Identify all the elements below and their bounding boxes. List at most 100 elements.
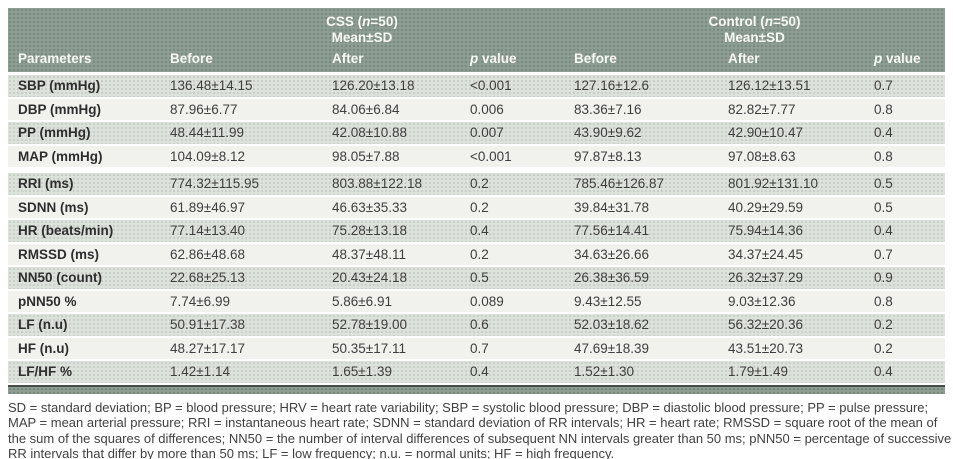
parameter-cell: LF/HF % — [18, 364, 72, 380]
value-cell: 98.05±7.88 — [332, 148, 400, 164]
table-row: PP (mmHg) 48.44±11.99 42.08±10.88 0.007 43.9… — [8, 122, 945, 144]
value-cell: 803.88±122.18 — [332, 176, 422, 192]
value-cell: 75.28±13.18 — [332, 223, 407, 239]
value-cell: 47.69±18.39 — [574, 340, 649, 356]
value-cell: 48.37±48.11 — [332, 246, 406, 262]
parameter-cell: PP (mmHg) — [18, 125, 91, 141]
footnote-line: RR intervals that differ by more than 50… — [8, 446, 615, 459]
value-cell: 26.32±37.29 — [728, 270, 803, 286]
value-cell: 97.08±8.63 — [728, 148, 796, 164]
table-header: CSS (n=50) Mean±SD Control (n=50) Mean±S… — [8, 8, 945, 72]
table-row: RRI (ms) 774.32±115.95 803.88±122.18 0.2 785… — [8, 173, 945, 195]
table-footnote: SD = standard deviation; BP = blood pres… — [8, 399, 952, 459]
value-cell: 0.007 — [470, 125, 504, 141]
value-cell: 0.5 — [874, 176, 893, 192]
value-cell: 0.2 — [470, 246, 489, 262]
parameter-cell: SDNN (ms) — [18, 199, 89, 215]
table-row: LF (n.u) 50.91±17.38 52.78±19.00 0.6 52.03±1… — [8, 314, 945, 336]
group-title-css: CSS (n=50) — [326, 14, 398, 29]
value-cell: 1.79±1.49 — [728, 364, 788, 380]
value-cell: 0.7 — [874, 78, 893, 94]
col-header-pvalue-css: p value — [470, 51, 517, 66]
value-cell: 52.78±19.00 — [332, 317, 407, 333]
value-cell: 0.006 — [470, 101, 504, 117]
col-header-pvalue-control: p value — [874, 51, 921, 66]
value-cell: 126.12±13.51 — [728, 78, 811, 94]
value-cell: 0.4 — [874, 223, 893, 239]
table-bottom-rule-dark — [8, 384, 945, 387]
footnote-line: SD = standard deviation; BP = blood pres… — [8, 399, 929, 415]
value-cell: 0.4 — [470, 223, 489, 239]
col-header-after-control: After — [728, 51, 760, 66]
value-cell: 34.37±24.45 — [728, 246, 803, 262]
group-subtitle-css: Mean±SD — [331, 30, 393, 45]
parameter-cell: HF (n.u) — [18, 340, 69, 356]
group-title-control: Control (n=50) — [708, 14, 801, 29]
value-cell: 97.87±8.13 — [574, 148, 642, 164]
value-cell: 0.4 — [874, 364, 893, 380]
value-cell: 82.82±7.77 — [728, 101, 796, 117]
table-row: HR (beats/min) 77.14±13.40 75.28±13.18 0.4 7… — [8, 220, 945, 242]
value-cell: 43.90±9.62 — [574, 125, 642, 141]
value-cell: 0.8 — [874, 293, 893, 309]
group-header-css: CSS (n=50) Mean±SD — [160, 14, 564, 46]
table-row: pNN50 % 7.74±6.99 5.86±6.91 0.089 9.43±12.55… — [8, 290, 945, 312]
footnote-line: MAP = mean arterial pressure; RRI = inst… — [8, 415, 938, 430]
value-cell: 0.7 — [470, 340, 489, 356]
col-header-parameters: Parameters — [18, 51, 92, 66]
table-row: SDNN (ms) 61.89±46.97 46.63±35.33 0.2 39.84±… — [8, 196, 945, 218]
parameter-cell: SBP (mmHg) — [18, 78, 101, 94]
value-cell: 7.74±6.99 — [170, 293, 230, 309]
col-header-after-css: After — [332, 51, 364, 66]
value-cell: 0.089 — [470, 293, 504, 309]
value-cell: 87.96±6.77 — [170, 101, 238, 117]
table-bottom-rule-green — [8, 386, 945, 394]
value-cell: 84.06±6.84 — [332, 101, 400, 117]
value-cell: 52.03±18.62 — [574, 317, 649, 333]
value-cell: 0.4 — [874, 125, 893, 141]
value-cell: <0.001 — [470, 148, 512, 164]
table-row: NN50 (count) 22.68±25.13 20.43±24.18 0.5 26.… — [8, 267, 945, 289]
value-cell: 0.8 — [874, 148, 893, 164]
value-cell: 126.20±13.18 — [332, 78, 415, 94]
value-cell: 0.9 — [874, 270, 893, 286]
value-cell: <0.001 — [470, 78, 512, 94]
results-table: CSS (n=50) Mean±SD Control (n=50) Mean±S… — [8, 8, 952, 459]
value-cell: 40.29±29.59 — [728, 199, 803, 215]
table-row: SBP (mmHg) 136.48±14.15 126.20±13.18 <0.001… — [8, 75, 945, 97]
group-separator — [8, 169, 945, 173]
value-cell: 62.86±48.68 — [170, 246, 245, 262]
parameter-cell: DBP (mmHg) — [18, 101, 102, 117]
value-cell: 9.03±12.36 — [728, 293, 796, 309]
table-row: LF/HF % 1.42±1.14 1.65±1.39 0.4 1.52±1.30 1.7… — [8, 361, 945, 383]
value-cell: 61.89±46.97 — [170, 199, 245, 215]
value-cell: 0.5 — [470, 270, 489, 286]
value-cell: 56.32±20.36 — [728, 317, 803, 333]
value-cell: 43.51±20.73 — [728, 340, 803, 356]
value-cell: 77.56±14.41 — [574, 223, 649, 239]
parameter-cell: HR (beats/min) — [18, 223, 114, 239]
value-cell: 77.14±13.40 — [170, 223, 245, 239]
value-cell: 5.86±6.91 — [332, 293, 392, 309]
parameter-cell: MAP (mmHg) — [18, 148, 103, 164]
value-cell: 83.36±7.16 — [574, 101, 642, 117]
table-body: SBP (mmHg) 136.48±14.15 126.20±13.18 <0.001… — [8, 75, 945, 383]
value-cell: 0.2 — [470, 176, 489, 192]
group-subtitle-control: Mean±SD — [724, 30, 785, 45]
value-cell: 75.94±14.36 — [728, 223, 803, 239]
value-cell: 26.38±36.59 — [574, 270, 649, 286]
value-cell: 0.4 — [470, 364, 489, 380]
value-cell: 46.63±35.33 — [332, 199, 407, 215]
parameter-cell: RRI (ms) — [18, 176, 74, 192]
value-cell: 0.8 — [874, 101, 893, 117]
parameter-cell: pNN50 % — [18, 293, 77, 309]
value-cell: 20.43±24.18 — [332, 270, 407, 286]
value-cell: 42.90±10.47 — [728, 125, 803, 141]
footnote-line: the sum of the squares of differences; N… — [8, 430, 952, 446]
col-header-before-css: Before — [170, 51, 213, 66]
value-cell: 1.52±1.30 — [574, 364, 634, 380]
value-cell: 0.7 — [874, 246, 893, 262]
value-cell: 774.32±115.95 — [170, 176, 259, 192]
value-cell: 48.44±11.99 — [170, 125, 244, 141]
value-cell: 50.35±17.11 — [332, 340, 406, 356]
